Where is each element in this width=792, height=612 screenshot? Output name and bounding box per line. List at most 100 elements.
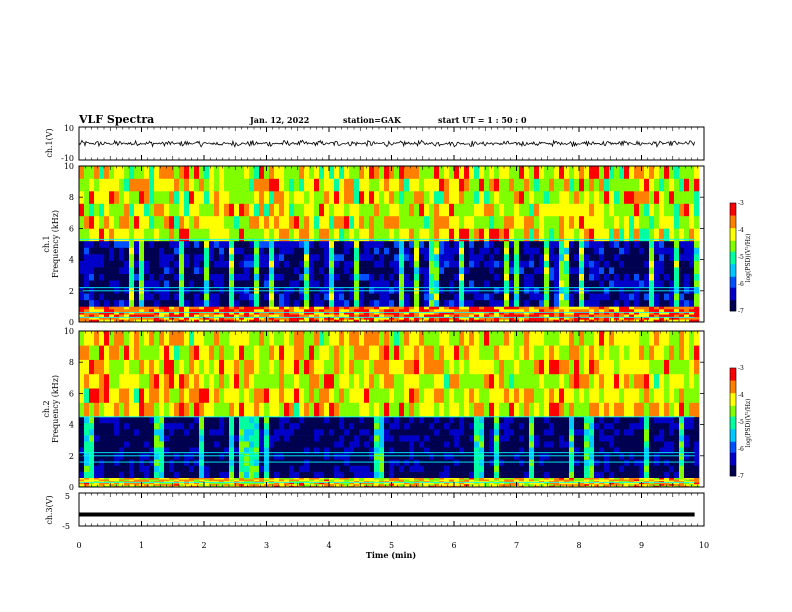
spectrogram-cell [444,373,450,389]
spectrogram-cell [214,316,220,320]
spectrogram-cell [514,314,520,318]
spectrogram-cell [354,293,360,301]
spectrogram-cell [94,477,100,480]
spectrogram-cell [199,465,205,472]
spectrogram-cell [104,267,110,274]
spectrogram-cell [689,240,695,248]
spectrogram-cell [224,314,230,318]
spectrogram-cell [254,447,260,454]
spectrogram-cell [344,299,350,307]
spectrogram-cell [659,267,665,274]
spectrogram-cell [214,273,220,281]
spectrogram-cell [389,416,395,424]
spectrogram-cell [559,447,565,454]
spectrogram-cell [144,319,150,323]
spectrogram-cell [454,388,460,403]
spectrogram-cell [269,459,275,466]
spectrogram-cell [529,191,535,204]
spectrogram-cell [384,254,390,261]
spectrogram-cell [419,240,425,248]
spectrogram-cell [164,191,170,204]
spectrogram-cell [244,254,250,261]
spectrogram-cell [124,402,130,418]
spectrogram-cell [399,215,405,229]
spectrogram-cell [104,359,110,375]
spectrogram-cell [464,240,470,248]
spectrogram-cell [334,388,340,403]
spectrogram-cell [124,482,130,485]
spectrogram-cell [139,309,145,312]
spectrogram-cell [614,260,620,268]
spectrogram-cell [659,260,665,268]
spectrogram-cell [254,314,260,318]
spectrogram-cell [494,316,500,320]
spectrogram-cell [329,306,335,310]
spectrogram-cell [444,215,450,229]
spectrogram-cell [299,388,305,403]
spectrogram-cell [329,309,335,312]
spectrogram-cell [674,273,680,281]
spectrogram-cell [379,306,385,310]
spectrogram-cell [524,485,530,488]
spectrogram-cell [594,319,600,323]
spectrogram-cell [284,471,290,478]
spectrogram-cell [509,477,515,480]
spectrogram-cell [114,254,120,261]
spectrogram-cell [479,306,485,310]
spectrogram-cell [544,477,550,480]
spectrogram-cell [364,203,370,217]
spectrogram-cell [289,471,295,478]
colorbar-cell [730,206,736,209]
spectrogram-cell [504,471,510,478]
spectrogram-cell [129,299,135,307]
spectrogram-cell [124,286,130,294]
spectrogram-cell [239,273,245,281]
spectrogram-cell [614,309,620,312]
spectrogram-cell [169,388,175,403]
spectrogram-cell [649,316,655,320]
spectrogram-cell [299,429,305,436]
spectrogram-cell [184,309,190,312]
spectrogram-cell [349,299,355,307]
spectrogram-cell [519,267,525,274]
spectrogram-cell [329,477,335,480]
spectrogram-cell [464,447,470,454]
spectrogram-cell [659,203,665,217]
spectrogram-cell [549,477,555,480]
spectrogram-cell [224,402,230,418]
spectrogram-cell [209,203,215,217]
spectrogram-cell [539,416,545,424]
spectrogram-cell [444,203,450,217]
spectrogram-cell [284,402,290,418]
spectrogram-cell [309,247,315,255]
spectrogram-cell [664,260,670,268]
spectrogram-cell [229,273,235,281]
spectrogram-cell [454,345,460,360]
spectrogram-cell [694,215,700,229]
spectrogram-cell [114,280,120,288]
spectrogram-cell [364,166,370,179]
spectrogram-cell [404,471,410,478]
spectrogram-cell [279,459,285,466]
spectrogram-cell [469,247,475,255]
spectrogram-cell [474,485,480,488]
spectrogram-cell [79,402,85,418]
spectrogram-cell [674,319,680,323]
spectrogram-cell [249,485,255,488]
spectrogram-cell [299,273,305,281]
spectrogram-cell [694,247,700,255]
spectrogram-cell [559,254,565,261]
spectrogram-cell [309,480,315,483]
spectrogram-cell [434,273,440,281]
spectrogram-cell [314,166,320,179]
spectrogram-cell [594,166,600,179]
spectrogram-cell [489,459,495,466]
spectrogram-cell [539,345,545,360]
spectrogram-cell [99,247,105,255]
spectrogram-cell [239,429,245,436]
spectrogram-cell [429,267,435,274]
spectrogram-cell [444,422,450,430]
y-tick-label: 10 [64,162,74,171]
spectrogram-cell [119,260,125,268]
spectrogram-cell [394,465,400,472]
